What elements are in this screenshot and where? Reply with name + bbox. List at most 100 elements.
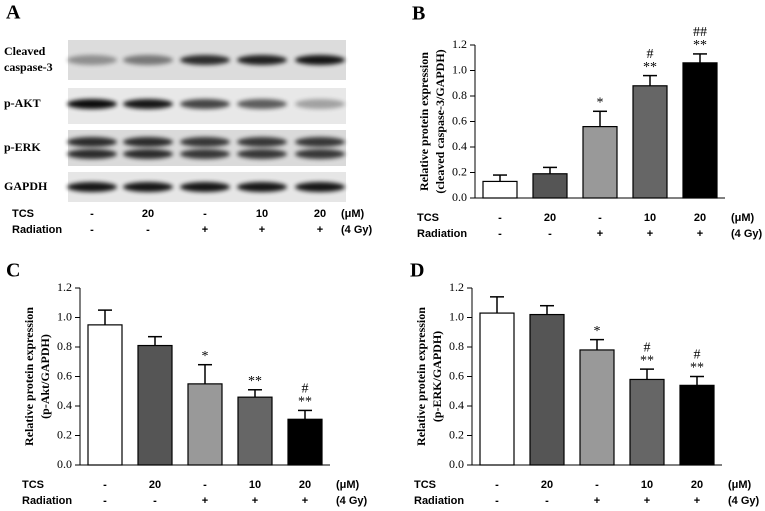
band: [67, 182, 117, 192]
row-value: +: [694, 495, 700, 507]
y-tick-label: 0.6: [452, 113, 467, 127]
band: [123, 149, 173, 159]
band: [237, 55, 287, 65]
y-axis-label: (p-ERK/GAPDH): [430, 331, 444, 422]
y-tick-label: 1.0: [449, 309, 464, 323]
row-value: 20: [694, 212, 706, 224]
row-value: -: [90, 224, 94, 236]
row-unit: (4 Gy): [731, 228, 763, 240]
row-label: TCS: [22, 479, 44, 491]
y-tick-label: 0.8: [57, 339, 72, 353]
row-unit: (4 Gy): [728, 495, 760, 507]
y-tick-label: 0.0: [452, 190, 467, 204]
panel-letter: A: [6, 2, 21, 24]
y-tick-label: 0.2: [57, 427, 72, 441]
bar: [579, 349, 615, 466]
y-tick-label: 0.6: [449, 368, 464, 382]
row-value: 20: [314, 208, 326, 220]
row-value: +: [644, 495, 650, 507]
row-value: 10: [641, 479, 653, 491]
row-unit: (μM): [336, 479, 360, 491]
y-tick-label: 0.8: [449, 339, 464, 353]
row-value: +: [594, 495, 600, 507]
y-tick-label: 0.4: [57, 398, 72, 412]
y-tick-label: 0.2: [449, 427, 464, 441]
row-value: +: [252, 495, 258, 507]
row-label: TCS: [414, 479, 436, 491]
band: [67, 137, 117, 147]
row-value: +: [202, 224, 208, 236]
panel-letter: C: [6, 260, 20, 282]
panel-letter: D: [410, 260, 424, 282]
significance: *: [597, 96, 604, 111]
band: [180, 55, 230, 65]
row-value: -: [545, 495, 549, 507]
significance: ##: [693, 25, 707, 40]
y-tick-label: 1.2: [449, 280, 464, 294]
row-value: -: [498, 228, 502, 240]
y-tick-label: 0.2: [452, 164, 467, 178]
row-value: +: [259, 224, 265, 236]
row-label: Radiation: [414, 495, 464, 507]
band: [67, 149, 117, 159]
blot-label: p-AKT: [4, 96, 41, 110]
row-value: -: [598, 212, 602, 224]
y-tick-label: 0.0: [57, 457, 72, 471]
row-unit: (4 Gy): [336, 495, 368, 507]
row-label: Radiation: [417, 228, 467, 240]
row-label: Radiation: [22, 495, 72, 507]
y-axis-label: Relative protein expression: [414, 307, 428, 446]
band: [180, 182, 230, 192]
row-value: 20: [299, 479, 311, 491]
y-tick-label: 1.2: [57, 280, 72, 294]
row-value: -: [103, 479, 107, 491]
y-tick-label: 0.8: [452, 88, 467, 102]
band: [295, 55, 345, 65]
band: [123, 99, 173, 109]
band: [180, 99, 230, 109]
row-value: 10: [644, 212, 656, 224]
row-value: 20: [691, 479, 703, 491]
bar: [629, 378, 665, 466]
row-unit: (μM): [341, 208, 365, 220]
row-value: +: [317, 224, 323, 236]
significance: *: [202, 349, 209, 364]
bar: [529, 313, 565, 466]
row-value: -: [495, 479, 499, 491]
band: [67, 55, 117, 65]
row-value: -: [203, 479, 207, 491]
bar: [237, 396, 273, 466]
row-value: 10: [256, 208, 268, 220]
bar: [682, 62, 718, 199]
row-value: 20: [142, 208, 154, 220]
row-unit: (μM): [728, 479, 752, 491]
bar: [187, 383, 223, 466]
bar: [137, 344, 173, 466]
blot-label: caspase-3: [4, 60, 53, 74]
band: [180, 149, 230, 159]
row-label: TCS: [417, 212, 439, 224]
row-value: -: [153, 495, 157, 507]
significance: **: [690, 361, 704, 376]
band: [237, 149, 287, 159]
band: [237, 137, 287, 147]
row-value: +: [597, 228, 603, 240]
row-value: +: [697, 228, 703, 240]
blot-label: Cleaved: [4, 44, 46, 58]
row-value: 20: [544, 212, 556, 224]
y-tick-label: 0.0: [449, 457, 464, 471]
bar: [482, 180, 518, 199]
y-tick-label: 1.2: [452, 37, 467, 51]
row-unit: (4 Gy): [341, 224, 373, 236]
significance: **: [693, 38, 707, 53]
y-axis-label: Relative protein expression: [22, 307, 36, 446]
row-value: +: [202, 495, 208, 507]
bar: [87, 324, 123, 466]
row-value: 20: [541, 479, 553, 491]
row-value: -: [495, 495, 499, 507]
y-tick-label: 0.4: [452, 139, 467, 153]
row-value: -: [146, 224, 150, 236]
significance: #: [302, 382, 309, 397]
y-tick-label: 1.0: [452, 62, 467, 76]
